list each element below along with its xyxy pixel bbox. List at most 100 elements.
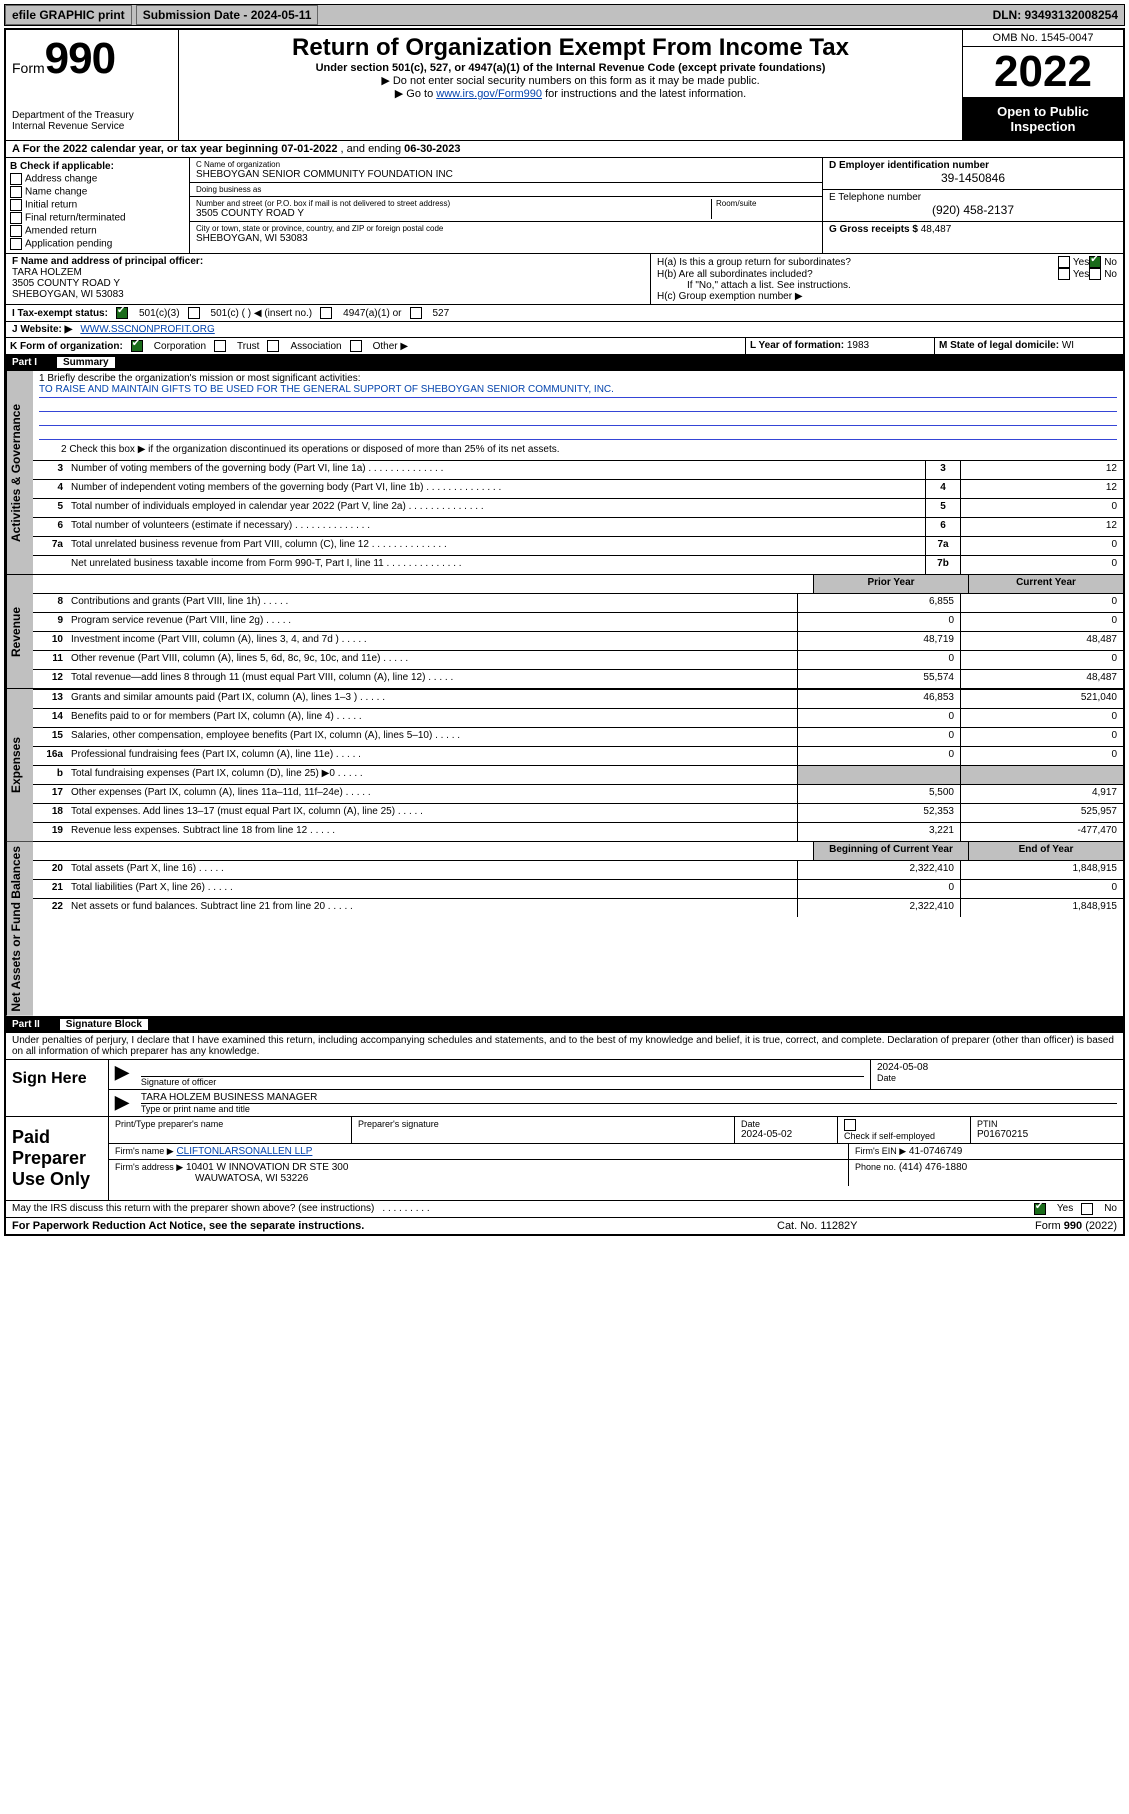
prior-val: 46,853 xyxy=(797,690,960,708)
dots: . . . . . . . . . xyxy=(382,1203,1025,1214)
chk-may-yes[interactable] xyxy=(1034,1203,1046,1215)
line-key: 7a xyxy=(925,537,960,555)
chk-501c[interactable] xyxy=(188,307,200,319)
opt-corp: Corporation xyxy=(154,341,206,352)
officer-name-title: TARA HOLZEM BUSINESS MANAGER xyxy=(141,1092,1117,1104)
col-b: B Check if applicable: Address change Na… xyxy=(6,158,190,253)
chk-amended[interactable] xyxy=(10,225,22,237)
line-num xyxy=(33,556,67,574)
form-word: Form xyxy=(12,60,45,76)
chk-address-change[interactable] xyxy=(10,173,22,185)
chk-ha-no[interactable] xyxy=(1089,256,1101,268)
line-a-pre: A For the 2022 calendar year, or tax yea… xyxy=(12,143,281,155)
summary-line: 7a Total unrelated business revenue from… xyxy=(33,536,1123,555)
part2-header: Part II Signature Block xyxy=(6,1016,1123,1032)
current-val: 521,040 xyxy=(960,690,1123,708)
mission-section: 1 Briefly describe the organization's mi… xyxy=(33,371,1123,442)
form-title: Return of Organization Exempt From Incom… xyxy=(185,34,956,62)
data-line: b Total fundraising expenses (Part IX, c… xyxy=(33,765,1123,784)
officer-addr2: SHEBOYGAN, WI 53083 xyxy=(12,289,124,300)
row-i: I Tax-exempt status: 501(c)(3) 501(c) ( … xyxy=(6,304,1123,321)
chk-initial-return[interactable] xyxy=(10,199,22,211)
net-hdr-spacer xyxy=(33,842,813,860)
mission-blank1 xyxy=(39,398,1117,412)
current-val: -477,470 xyxy=(960,823,1123,841)
chk-corp[interactable] xyxy=(131,340,143,352)
website-link[interactable]: WWW.SSCNONPROFIT.ORG xyxy=(80,324,214,335)
data-line: 8 Contributions and grants (Part VIII, l… xyxy=(33,593,1123,612)
line-desc: Total number of volunteers (estimate if … xyxy=(67,518,925,536)
col-prior-year: Prior Year xyxy=(813,575,968,593)
part2-title: Signature Block xyxy=(60,1019,148,1030)
line-key: 7b xyxy=(925,556,960,574)
page-footer: For Paperwork Reduction Act Notice, see … xyxy=(6,1217,1123,1234)
q1-label: 1 Briefly describe the organization's mi… xyxy=(39,373,1117,384)
k-label: K Form of organization: xyxy=(10,341,123,352)
chk-ha-yes[interactable] xyxy=(1058,256,1070,268)
arrow-icon-2: ▶ xyxy=(109,1090,135,1116)
current-val: 0 xyxy=(960,747,1123,765)
chk-assoc[interactable] xyxy=(267,340,279,352)
rev-hdr-spacer xyxy=(33,575,813,593)
chk-501c3[interactable] xyxy=(116,307,128,319)
chk-self-employed[interactable] xyxy=(844,1119,856,1131)
chk-app-pending[interactable] xyxy=(10,238,22,250)
prior-val: 2,322,410 xyxy=(797,861,960,879)
current-val xyxy=(960,766,1123,784)
chk-other[interactable] xyxy=(350,340,362,352)
vtab-expenses: Expenses xyxy=(6,689,33,841)
opt-other: Other ▶ xyxy=(373,341,408,352)
efile-button[interactable]: efile GRAPHIC print xyxy=(5,5,132,25)
chk-hb-no[interactable] xyxy=(1089,268,1101,280)
vtab-revenue: Revenue xyxy=(6,575,33,688)
current-val: 0 xyxy=(960,613,1123,631)
l-label: L Year of formation: xyxy=(750,340,844,351)
block-expenses: Expenses 13 Grants and similar amounts p… xyxy=(6,688,1123,841)
b-label: B Check if applicable: xyxy=(10,161,114,172)
col-deg: D Employer identification number 39-1450… xyxy=(822,158,1123,253)
j-label: J Website: ▶ xyxy=(12,324,72,335)
prior-val: 0 xyxy=(797,709,960,727)
may-discuss-label: May the IRS discuss this return with the… xyxy=(12,1203,374,1214)
prior-val: 0 xyxy=(797,651,960,669)
g-label: G Gross receipts $ xyxy=(829,224,918,235)
chk-hb-yes[interactable] xyxy=(1058,268,1070,280)
dept-label: Department of the Treasury xyxy=(12,110,172,121)
line-num: 14 xyxy=(33,709,67,727)
section-bcdeg: B Check if applicable: Address change Na… xyxy=(6,157,1123,253)
room-label: Room/suite xyxy=(716,199,816,208)
chk-final-return[interactable] xyxy=(10,212,22,224)
preparer-name-label: Print/Type preparer's name xyxy=(115,1119,345,1129)
line-val: 0 xyxy=(960,537,1123,555)
chk-may-no[interactable] xyxy=(1081,1203,1093,1215)
firm-ein-label: Firm's EIN ▶ xyxy=(855,1146,906,1156)
chk-trust[interactable] xyxy=(214,340,226,352)
dba-label: Doing business as xyxy=(196,185,816,194)
current-val: 1,848,915 xyxy=(960,861,1123,879)
line-num: 7a xyxy=(33,537,67,555)
paid-preparer-label: Paid Preparer Use Only xyxy=(6,1117,109,1200)
form-note2: ▶ Go to www.irs.gov/Form990 for instruct… xyxy=(185,87,956,100)
chk-4947[interactable] xyxy=(320,307,332,319)
irs-link[interactable]: www.irs.gov/Form990 xyxy=(436,88,542,100)
firm-name[interactable]: CLIFTONLARSONALLEN LLP xyxy=(176,1146,312,1157)
line-desc: Investment income (Part VIII, column (A)… xyxy=(67,632,797,650)
current-val: 525,957 xyxy=(960,804,1123,822)
submission-date-button[interactable]: Submission Date - 2024-05-11 xyxy=(136,5,319,25)
row-klm: K Form of organization: Corporation Trus… xyxy=(6,337,1123,354)
prior-val: 0 xyxy=(797,613,960,631)
block-governance: Activities & Governance 1 Briefly descri… xyxy=(6,370,1123,574)
line-desc: Total revenue—add lines 8 through 11 (mu… xyxy=(67,670,797,688)
sign-here-label: Sign Here xyxy=(6,1060,109,1116)
note2-pre: ▶ Go to xyxy=(395,88,436,100)
block-netassets: Net Assets or Fund Balances Beginning of… xyxy=(6,841,1123,1016)
opt-501c: 501(c) ( ) ◀ (insert no.) xyxy=(211,308,313,319)
chk-527[interactable] xyxy=(410,307,422,319)
line-num: 16a xyxy=(33,747,67,765)
data-line: 16a Professional fundraising fees (Part … xyxy=(33,746,1123,765)
data-line: 19 Revenue less expenses. Subtract line … xyxy=(33,822,1123,841)
line-desc: Other expenses (Part IX, column (A), lin… xyxy=(67,785,797,803)
name-title-label: Type or print name and title xyxy=(141,1104,1117,1114)
chk-name-change[interactable] xyxy=(10,186,22,198)
opt-app-pending: Application pending xyxy=(25,239,112,250)
